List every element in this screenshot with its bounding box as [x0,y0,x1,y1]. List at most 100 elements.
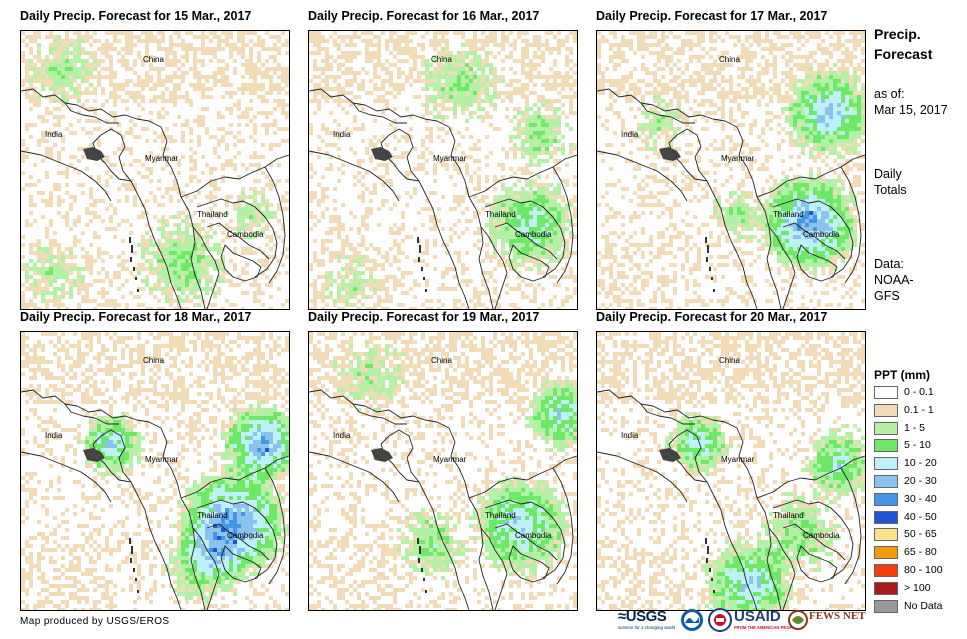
data-line1: Data: [874,257,904,271]
country-label-india: India [45,431,63,440]
noaa-emblem-icon [681,609,703,631]
totals-line1: Daily [874,167,902,181]
legend-item: 5 - 10 [874,437,964,455]
usaid-seal [708,608,732,634]
country-label-myanmar: Myanmar [433,455,467,464]
legend: PPT (mm) 0 - 0.1 0.1 - 1 1 - 5 5 - 10 10 - 2… [874,366,964,615]
legend-item: 40 - 50 [874,509,964,527]
country-label-myanmar: Myanmar [145,455,179,464]
country-label-thailand: Thailand [197,511,228,520]
precip-grid [309,31,577,309]
panel-mar15: Daily Precip. Forecast for 15 Mar., 2017… [20,6,310,311]
legend-swatch [874,403,898,417]
country-label-india: India [333,431,351,440]
asof-info: as of: Mar 15, 2017 [874,86,948,118]
legend-item: > 100 [874,580,964,598]
precip-map: China India Myanmar Thailand Cambodia [308,331,578,611]
country-label-thailand: Thailand [197,210,228,219]
legend-swatch [874,439,898,453]
legend-label: > 100 [904,581,931,594]
usaid-logo-text: USAID [734,608,781,625]
country-label-china: China [143,55,164,64]
country-label-india: India [45,130,63,139]
legend-item: 65 - 80 [874,544,964,562]
country-label-cambodia: Cambodia [515,531,552,540]
legend-label: No Data [904,599,943,612]
panel-title: Daily Precip. Forecast for 19 Mar., 2017 [308,310,540,324]
country-label-myanmar: Myanmar [721,154,755,163]
panel-mar17: Daily Precip. Forecast for 17 Mar., 2017… [596,6,886,311]
usaid-seal-icon [708,608,732,632]
country-label-china: China [719,55,740,64]
totals-line2: Totals [874,183,907,197]
country-label-myanmar: Myanmar [433,154,467,163]
country-label-india: India [621,130,639,139]
precip-grid [597,31,865,309]
panel-mar19: Daily Precip. Forecast for 19 Mar., 2017… [308,307,598,612]
precip-grid [21,31,289,309]
country-label-cambodia: Cambodia [803,230,840,239]
legend-swatch [874,474,898,488]
usaid-logo: USAID FROM THE AMERICAN PEOPLE [734,608,798,634]
country-label-myanmar: Myanmar [721,455,755,464]
panel-title: Daily Precip. Forecast for 16 Mar., 2017 [308,9,540,23]
legend-label: 0 - 0.1 [904,386,934,398]
panel-mar18: Daily Precip. Forecast for 18 Mar., 2017… [20,307,310,612]
precip-map: China India Myanmar Thailand Cambodia [20,30,290,310]
legend-swatch [874,546,898,560]
country-label-china: China [143,356,164,365]
legend-label: 1 - 5 [904,421,926,434]
side-title-line1: Precip. [874,26,921,42]
asof-date: Mar 15, 2017 [874,103,948,117]
country-label-thailand: Thailand [485,511,516,520]
precip-map: China India Myanmar Thailand Cambodia [308,30,578,310]
data-line3: GFS [874,289,900,303]
fewsnet-globe-icon [788,610,808,630]
legend-item: 20 - 30 [874,473,964,491]
panel-title: Daily Precip. Forecast for 20 Mar., 2017 [596,310,828,324]
usgs-logo-text: ≈USGS [618,608,667,625]
panel-title: Daily Precip. Forecast for 18 Mar., 2017 [20,310,252,324]
usgs-tagline: science for a changing world [618,625,676,630]
legend-swatch [874,421,898,435]
precip-grid [21,332,289,610]
country-label-india: India [333,130,351,139]
legend-swatch [874,599,898,613]
totals-info: Daily Totals [874,166,907,198]
legend-swatch [874,386,898,399]
legend-swatch [874,563,898,577]
precip-grid [597,332,865,610]
country-label-cambodia: Cambodia [803,531,840,540]
country-label-thailand: Thailand [773,511,804,520]
legend-swatch [874,457,898,471]
country-label-cambodia: Cambodia [227,230,264,239]
country-label-china: China [431,55,452,64]
legend-swatch [874,492,898,506]
legend-item: 30 - 40 [874,491,964,509]
precip-map: China India Myanmar Thailand Cambodia [20,331,290,611]
side-info: Precip. Forecast [874,24,932,64]
legend-title: PPT (mm) [874,368,931,382]
legend-label: 0.1 - 1 [904,403,934,416]
precip-map: China India Myanmar Thailand Cambodia [596,30,866,310]
country-label-thailand: Thailand [485,210,516,219]
side-title-line2: Forecast [874,46,933,62]
legend-swatch [874,528,898,542]
panel-mar16: Daily Precip. Forecast for 16 Mar., 2017… [308,6,598,311]
legend-item: 10 - 20 [874,455,964,473]
country-label-cambodia: Cambodia [227,531,264,540]
country-label-thailand: Thailand [773,210,804,219]
legend-label: 65 - 80 [904,546,937,559]
noaa-logo [680,608,706,634]
legend-item: 80 - 100 [874,562,964,580]
country-label-china: China [431,356,452,365]
usaid-tagline: FROM THE AMERICAN PEOPLE [734,625,798,630]
credit-text: Map produced by USGS/EROS [20,616,170,627]
country-label-india: India [621,431,639,440]
legend-swatch [874,581,898,595]
legend-item: No Data [874,598,964,616]
panel-mar20: Daily Precip. Forecast for 20 Mar., 2017… [596,307,886,612]
precip-grid [309,332,577,610]
country-label-china: China [719,356,740,365]
asof-label: as of: [874,87,905,101]
